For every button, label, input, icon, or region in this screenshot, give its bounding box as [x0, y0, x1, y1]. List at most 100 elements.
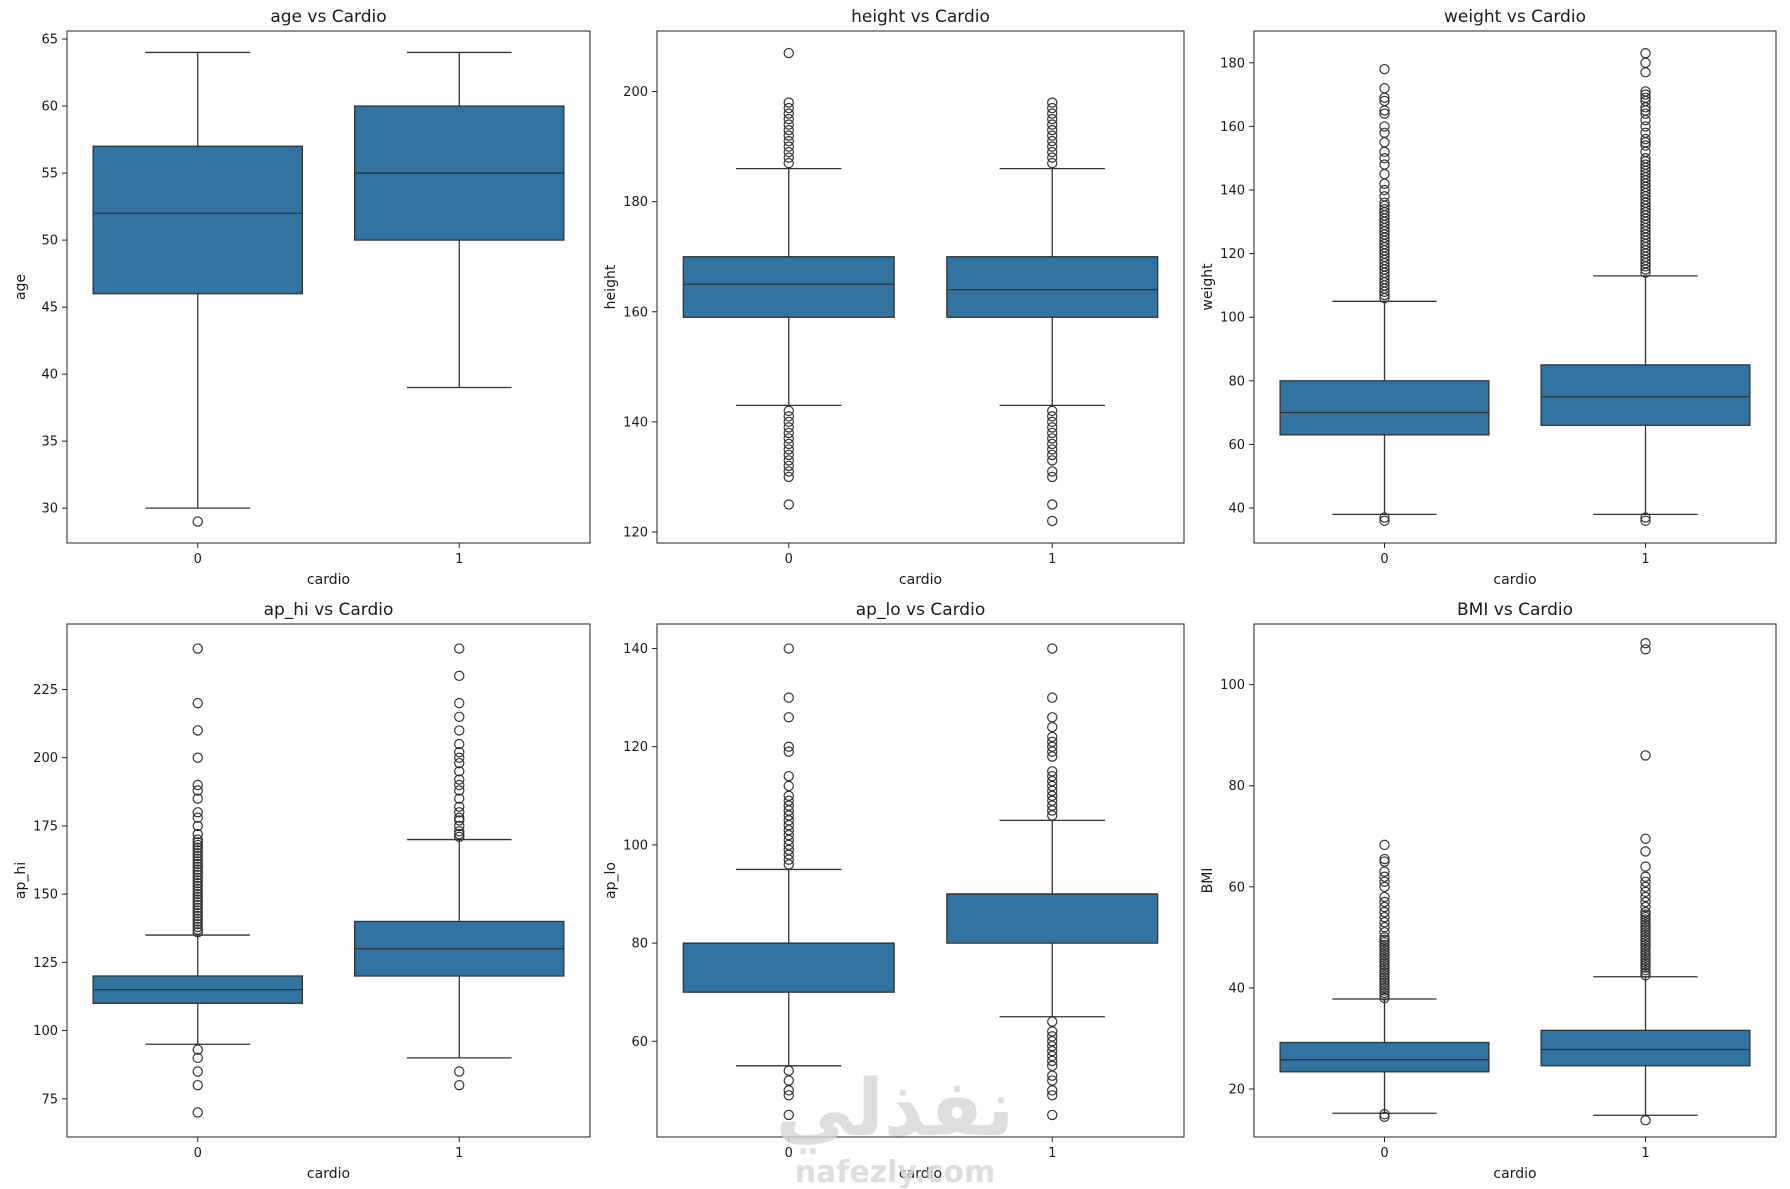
outlier-point: [1640, 932, 1651, 943]
outlier-point: [1379, 881, 1390, 893]
y-tick-label: 20: [1228, 1082, 1245, 1097]
outlier-point: [454, 752, 465, 763]
outlier-point: [1047, 1050, 1058, 1062]
outlier-point: [192, 848, 203, 859]
outlier-point: [1640, 644, 1651, 655]
outlier-point: [1047, 152, 1058, 163]
x-axis-label: cardio: [1493, 572, 1536, 588]
x-axis-label: cardio: [307, 572, 350, 588]
box-body: [1279, 380, 1490, 436]
outlier-point: [1640, 1115, 1651, 1126]
outlier-point: [783, 130, 794, 141]
outlier-point: [192, 875, 203, 886]
outlier-point: [1379, 975, 1390, 986]
outlier-point: [1640, 944, 1651, 956]
x-tick-label: 0: [194, 1146, 202, 1161]
outlier-point: [783, 815, 794, 826]
outlier-point: [1047, 1045, 1058, 1057]
outlier-point: [454, 774, 465, 785]
x-tick-label: 1: [455, 1146, 463, 1161]
box-body: [1279, 1041, 1490, 1073]
outlier-point: [192, 834, 203, 845]
outlier-point: [1379, 967, 1390, 978]
outlier-point: [192, 894, 203, 905]
outlier-point: [1379, 922, 1390, 933]
outlier-point: [1640, 927, 1651, 938]
outlier-point: [783, 712, 794, 723]
panel-6: BMI vs Cardio 20 40 60 80 100 0 1 cardio BMI: [1200, 600, 1777, 1182]
outlier-point: [1379, 168, 1390, 180]
outlier-point: [783, 1109, 794, 1121]
outlier-point: [1379, 939, 1390, 951]
outlier-point: [1379, 944, 1390, 956]
box-body: [682, 256, 895, 318]
box-0: [1279, 63, 1490, 526]
panel-4: ap_hi vs Cardio 75 100 125 150 175 200 225 0 1 car…: [13, 600, 591, 1182]
outlier-point: [1047, 692, 1058, 703]
outlier-point: [454, 793, 465, 804]
box-body: [946, 893, 1159, 944]
outlier-point: [783, 1075, 794, 1086]
outlier-point: [1047, 466, 1058, 477]
outlier-point: [1047, 712, 1058, 723]
x-tick-label: 1: [1048, 552, 1056, 567]
y-tick-label: 40: [1228, 502, 1245, 517]
outlier-point: [192, 858, 203, 870]
outlier-point: [1379, 934, 1390, 946]
outlier-point: [783, 119, 794, 130]
box-1: [946, 643, 1159, 1121]
y-tick-label: 180: [623, 195, 648, 210]
outlier-point: [783, 102, 794, 114]
outlier-point: [783, 124, 794, 136]
outlier-point: [783, 438, 794, 450]
outlier-point: [1640, 67, 1651, 78]
outlier-point: [1640, 934, 1651, 946]
outlier-point: [783, 829, 794, 841]
outlier-point: [1640, 48, 1651, 59]
outlier-point: [1047, 130, 1058, 141]
outlier-point: [1640, 92, 1651, 103]
box-1: [1540, 48, 1751, 526]
outlier-point: [1047, 124, 1058, 136]
outlier-point: [1379, 178, 1390, 189]
outlier-point: [783, 444, 794, 455]
outlier-point: [192, 820, 203, 832]
chart-title: BMI vs Cardio: [1457, 600, 1573, 620]
outlier-point: [1379, 853, 1390, 865]
outlier-point: [1047, 1040, 1058, 1052]
outlier-point: [783, 1090, 794, 1101]
outlier-point: [783, 455, 794, 466]
outlier-point: [192, 880, 203, 892]
outlier-point: [192, 1066, 203, 1077]
outlier-point: [783, 449, 794, 461]
outlier-point: [1047, 1060, 1058, 1072]
y-tick-label: 120: [623, 525, 648, 540]
outlier-point: [1047, 422, 1058, 433]
y-tick-label: 80: [1228, 779, 1245, 794]
y-tick-label: 60: [1228, 880, 1245, 895]
outlier-point: [783, 108, 794, 119]
outlier-point: [192, 905, 203, 916]
outlier-point: [1640, 153, 1651, 164]
box-1: [353, 51, 565, 389]
x-tick-label: 0: [785, 552, 793, 567]
outlier-point: [1379, 63, 1390, 75]
outlier-point: [1640, 57, 1651, 69]
outlier-point: [1640, 846, 1651, 857]
outlier-point: [783, 1065, 794, 1076]
y-tick-label: 75: [41, 1092, 58, 1107]
y-tick-label: 100: [1220, 678, 1245, 693]
chart-title: weight vs Cardio: [1444, 7, 1586, 27]
y-tick-label: 100: [623, 838, 648, 853]
outlier-point: [1047, 438, 1058, 450]
outlier-point: [1640, 833, 1651, 845]
outlier-point: [783, 834, 794, 846]
outlier-point: [1047, 141, 1058, 152]
outlier-point: [454, 812, 465, 823]
y-tick-label: 120: [623, 740, 648, 755]
x-tick-label: 1: [1641, 1146, 1649, 1161]
outlier-point: [192, 886, 203, 897]
outlier-point: [192, 697, 203, 709]
outlier-point: [1640, 914, 1651, 925]
outlier-point: [192, 807, 203, 818]
